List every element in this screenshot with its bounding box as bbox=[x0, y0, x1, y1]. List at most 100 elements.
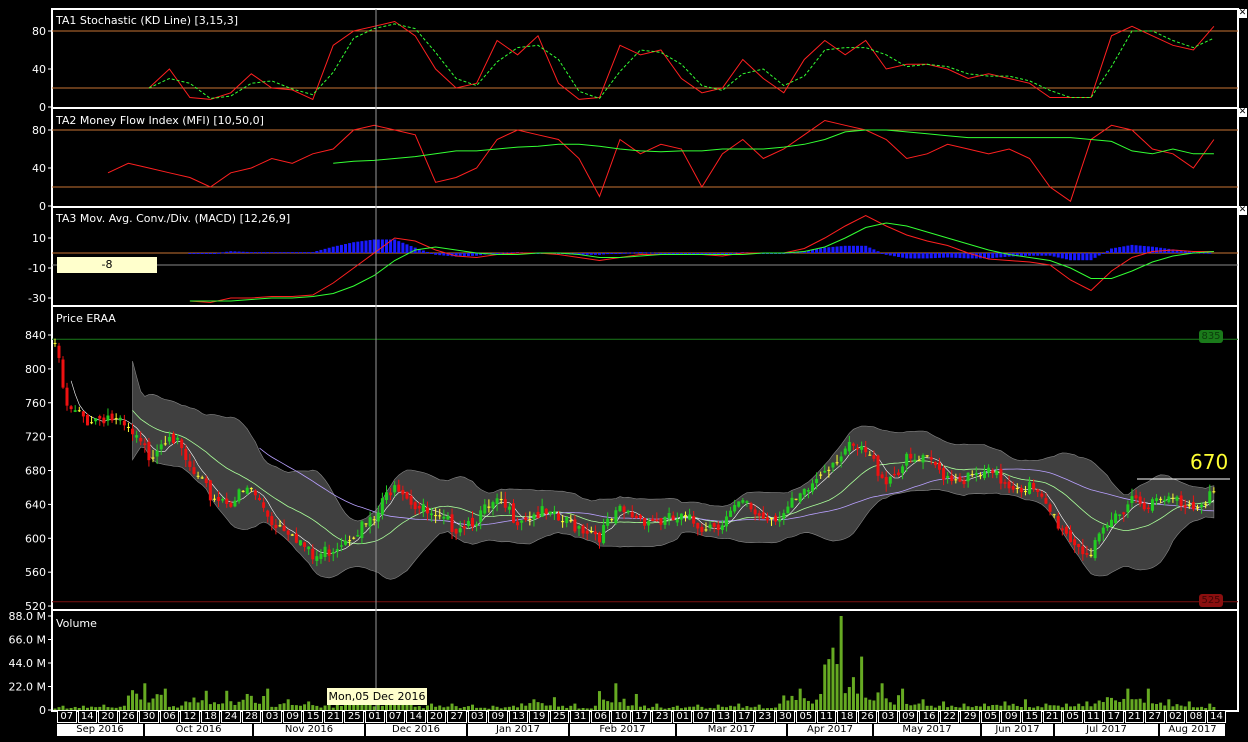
x-tick-label: 01 bbox=[364, 711, 385, 723]
x-tick-label: 17 bbox=[734, 711, 755, 723]
volume-bar bbox=[597, 691, 601, 710]
candle-body bbox=[450, 514, 454, 532]
macd-histogram-bar bbox=[241, 251, 245, 253]
close-x-icon[interactable]: ✕ bbox=[1238, 205, 1247, 215]
x-tick-label: 21 bbox=[1124, 711, 1145, 723]
volume-bar bbox=[622, 698, 626, 710]
volume-bar bbox=[589, 708, 593, 710]
macd-histogram-bar bbox=[622, 252, 626, 254]
candle-body bbox=[876, 455, 880, 476]
x-tick-label: 01 bbox=[672, 711, 693, 723]
candle-body bbox=[270, 516, 274, 526]
candle-body bbox=[458, 528, 462, 533]
y-tick-label: 840 bbox=[25, 329, 46, 342]
candle-body bbox=[1019, 487, 1023, 493]
volume-bar bbox=[393, 704, 397, 710]
candle-body bbox=[409, 495, 413, 505]
candle-body bbox=[868, 454, 872, 456]
candle-body bbox=[647, 521, 651, 526]
macd-histogram-bar bbox=[204, 253, 208, 254]
macd-histogram-bar bbox=[225, 251, 229, 253]
volume-bar bbox=[1208, 703, 1212, 710]
volume-bar bbox=[118, 706, 122, 710]
macd-histogram-bar bbox=[1126, 245, 1130, 253]
macd-histogram-bar bbox=[999, 253, 1003, 258]
macd-histogram-bar bbox=[577, 253, 581, 255]
volume-bar bbox=[204, 690, 208, 710]
volume-bar bbox=[171, 706, 175, 710]
volume-bar bbox=[548, 705, 552, 710]
macd-histogram-bar bbox=[323, 248, 327, 253]
candle-body bbox=[925, 455, 929, 457]
candle-body bbox=[1085, 553, 1089, 555]
x-tick-label: 24 bbox=[221, 711, 241, 723]
macd-histogram-bar bbox=[278, 252, 282, 254]
macd-histogram-bar bbox=[810, 249, 814, 253]
volume-bar bbox=[1212, 707, 1216, 710]
candle-body bbox=[430, 513, 434, 516]
volume-bar bbox=[458, 708, 462, 710]
candle-body bbox=[352, 537, 356, 539]
volume-bar bbox=[970, 707, 974, 710]
macd-histogram-bar bbox=[1048, 253, 1052, 256]
candle-body bbox=[806, 489, 810, 492]
volume-bar bbox=[384, 703, 388, 710]
volume-bar bbox=[196, 702, 200, 710]
volume-bar bbox=[708, 707, 712, 710]
volume-bar bbox=[634, 693, 638, 710]
volume-bar bbox=[962, 703, 966, 710]
x-tick-label: 19 bbox=[529, 711, 549, 723]
candle-body bbox=[946, 475, 950, 479]
candle-body bbox=[569, 520, 573, 522]
candle-body bbox=[212, 498, 216, 500]
close-x-icon[interactable]: ✕ bbox=[1238, 8, 1247, 18]
volume-bar bbox=[663, 708, 667, 710]
candle-body bbox=[503, 499, 507, 508]
x-tick-label: 11 bbox=[816, 711, 837, 723]
x-tick-label: 08 bbox=[1186, 711, 1206, 723]
volume-bar bbox=[1122, 698, 1126, 710]
volume-bar bbox=[110, 707, 114, 710]
candle-body bbox=[1114, 513, 1118, 524]
x-tick-label: 30 bbox=[775, 711, 796, 723]
volume-bar bbox=[81, 705, 85, 710]
candle-body bbox=[1130, 496, 1134, 504]
volume-bar bbox=[94, 707, 98, 710]
candle-body bbox=[905, 453, 909, 466]
candle-body bbox=[581, 525, 585, 534]
candle-body bbox=[770, 518, 774, 520]
volume-bar bbox=[712, 708, 716, 710]
candle-body bbox=[110, 413, 114, 421]
macd-histogram-bar bbox=[724, 253, 728, 254]
volume-bar bbox=[270, 706, 274, 710]
candle-body bbox=[323, 546, 327, 558]
macd-histogram-bar bbox=[368, 240, 372, 253]
x-month-label: Jul 2017 bbox=[1055, 724, 1160, 736]
pane-frame-stoch bbox=[51, 8, 1239, 109]
candle-body bbox=[1195, 507, 1199, 509]
volume-bar bbox=[1069, 706, 1073, 710]
volume-bar bbox=[925, 705, 929, 710]
macd-histogram-bar bbox=[884, 253, 888, 255]
macd-histogram-bar bbox=[393, 239, 397, 253]
volume-bar bbox=[1056, 705, 1060, 710]
candle-body bbox=[716, 524, 720, 531]
volume-bar bbox=[520, 703, 524, 710]
volume-bar bbox=[1060, 707, 1064, 710]
candle-body bbox=[143, 443, 147, 446]
volume-bar bbox=[61, 705, 65, 710]
close-x-icon[interactable]: ✕ bbox=[1238, 107, 1247, 117]
candle-body bbox=[958, 476, 962, 482]
volume-bar bbox=[487, 708, 491, 710]
volume-bar bbox=[344, 703, 348, 710]
macd-histogram-bar bbox=[401, 242, 405, 253]
volume-bar bbox=[888, 702, 892, 710]
volume-bar bbox=[810, 703, 814, 710]
candle-body bbox=[221, 499, 225, 501]
candle-body bbox=[896, 472, 900, 476]
volume-bar bbox=[896, 695, 900, 710]
macd-histogram-bar bbox=[1097, 253, 1101, 256]
candle-body bbox=[1077, 543, 1081, 548]
volume-bar bbox=[1097, 700, 1101, 710]
